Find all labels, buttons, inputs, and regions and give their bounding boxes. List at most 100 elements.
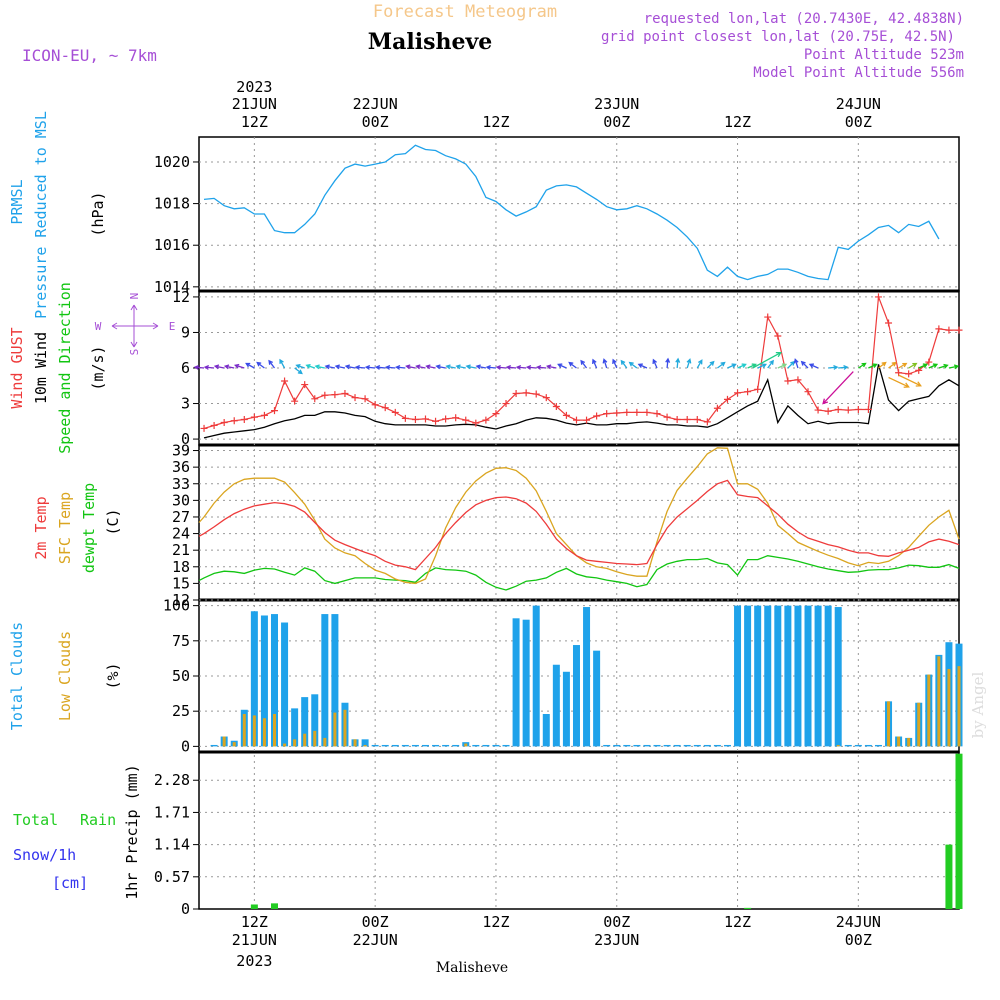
low-cloud-bar bbox=[313, 731, 316, 746]
pressure-line bbox=[204, 145, 939, 279]
gust-marker bbox=[221, 419, 228, 426]
low-cloud-bar bbox=[907, 738, 910, 746]
y-tick-label: 1020 bbox=[154, 153, 190, 171]
wind-direction-arrow bbox=[697, 360, 702, 368]
gust-marker bbox=[764, 314, 771, 321]
total-cloud-bar bbox=[402, 745, 409, 746]
wind-direction-arrow bbox=[581, 361, 586, 368]
bottom-time-label: 21JUN bbox=[232, 931, 277, 949]
bottom-time-label: 12Z bbox=[241, 913, 268, 931]
bottom-time-label: 24JUN bbox=[836, 913, 881, 931]
gust-marker bbox=[613, 410, 620, 417]
wind-direction-arrow bbox=[558, 364, 566, 368]
wind-unit: (m/s) bbox=[89, 345, 107, 390]
gust-marker bbox=[352, 394, 359, 401]
wind-direction-arrow bbox=[205, 366, 214, 370]
total-cloud-bar bbox=[774, 606, 781, 747]
total-cloud-bar bbox=[563, 672, 570, 747]
precip-panel bbox=[199, 752, 959, 909]
total-cloud-bar bbox=[623, 745, 630, 746]
total-cloud-bar bbox=[382, 745, 389, 746]
low-cloud-bar bbox=[303, 734, 306, 747]
wind-direction-arrow bbox=[603, 359, 607, 368]
bottom-time-label: 22JUN bbox=[353, 931, 398, 949]
gust-marker bbox=[744, 388, 751, 395]
low-cloud-bar bbox=[464, 744, 467, 747]
low-cloud-bar bbox=[263, 718, 266, 746]
wind-direction-arrow bbox=[929, 364, 937, 368]
wind-direction-arrow bbox=[569, 363, 576, 368]
gust-marker bbox=[201, 425, 208, 432]
top-year-label: 2023 bbox=[236, 78, 272, 96]
wind-direction-arrow bbox=[621, 361, 626, 368]
wind-direction-arrow bbox=[899, 364, 907, 369]
total-cloud-bar bbox=[281, 623, 288, 747]
wind-strong-arrow bbox=[823, 372, 853, 404]
gust-marker bbox=[442, 415, 449, 422]
gust-marker bbox=[432, 418, 439, 425]
gust-marker bbox=[281, 378, 288, 385]
clouds-unit: (%) bbox=[104, 662, 122, 689]
pressure-label-msl: Pressure Reduced to MSL bbox=[32, 111, 50, 319]
gust-marker bbox=[633, 409, 640, 416]
total-cloud-bar bbox=[503, 745, 510, 746]
y-tick-label: 21 bbox=[172, 541, 190, 559]
grid-coords: grid point closest lon,lat (20.75E, 42.5… bbox=[601, 29, 955, 45]
total-cloud-bar bbox=[654, 745, 661, 746]
total-cloud-bar bbox=[684, 745, 691, 746]
compass-north: N bbox=[128, 293, 141, 300]
wind-direction-arrow bbox=[467, 365, 476, 369]
total-cloud-bar bbox=[784, 606, 791, 747]
gust-marker bbox=[643, 409, 650, 416]
y-tick-label: 75 bbox=[172, 632, 190, 650]
rain-bar bbox=[251, 904, 258, 909]
total-cloud-bar bbox=[422, 745, 429, 746]
total-cloud-bar bbox=[664, 745, 671, 746]
precip-label-total: Total bbox=[13, 811, 58, 829]
low-cloud-bar bbox=[243, 714, 246, 746]
low-cloud-bar bbox=[897, 737, 900, 747]
total-cloud-bar bbox=[392, 745, 399, 746]
rain-bar bbox=[956, 754, 963, 909]
total-cloud-bar bbox=[452, 745, 459, 746]
total-cloud-bar bbox=[513, 618, 520, 746]
low-cloud-bar bbox=[333, 713, 336, 747]
gust-marker bbox=[462, 417, 469, 424]
gust-marker bbox=[341, 390, 348, 397]
total-cloud-bar bbox=[583, 607, 590, 746]
precip-label-rain: Rain bbox=[80, 811, 116, 829]
top-time-label: 23JUN bbox=[594, 95, 639, 113]
gust-marker bbox=[372, 401, 379, 408]
total-cloud-bar bbox=[744, 606, 751, 747]
top-time-label: 22JUN bbox=[353, 95, 398, 113]
gust-marker bbox=[593, 412, 600, 419]
gust-marker bbox=[774, 333, 781, 340]
total-cloud-bar bbox=[724, 745, 731, 746]
gust-marker bbox=[784, 378, 791, 385]
wind-direction-arrow bbox=[386, 366, 395, 370]
clouds-label-total: Total Clouds bbox=[8, 622, 26, 730]
total-cloud-bar bbox=[633, 745, 640, 746]
wind-direction-arrow bbox=[295, 368, 302, 373]
meteogram: Forecast Meteogram Malisheve ICON-EU, ~ … bbox=[0, 0, 1000, 1000]
total-cloud-bar bbox=[825, 606, 832, 747]
wind-direction-arrow bbox=[738, 364, 746, 368]
gust-marker bbox=[905, 370, 912, 377]
total-cloud-bar bbox=[734, 606, 741, 747]
gridlines bbox=[193, 137, 959, 909]
total-cloud-bar bbox=[211, 745, 218, 746]
wind-label-10m: 10m Wind bbox=[32, 332, 50, 404]
wind-direction-arrow bbox=[909, 364, 917, 369]
y-tick-label: 36 bbox=[172, 458, 190, 476]
t2m-line bbox=[199, 480, 959, 569]
y-tick-label: 39 bbox=[172, 442, 190, 460]
gust-marker bbox=[211, 422, 218, 429]
gust-marker bbox=[412, 416, 419, 423]
wind-direction-arrow bbox=[257, 363, 264, 368]
wind-direction-arrow bbox=[687, 359, 691, 368]
model-name: ICON-EU, ~ 7km bbox=[22, 46, 157, 65]
total-cloud-bar bbox=[794, 606, 801, 747]
chart-subtitle: Forecast Meteogram bbox=[373, 2, 557, 22]
wind-direction-arrow bbox=[794, 359, 798, 368]
y-tick-label: 1018 bbox=[154, 195, 190, 213]
